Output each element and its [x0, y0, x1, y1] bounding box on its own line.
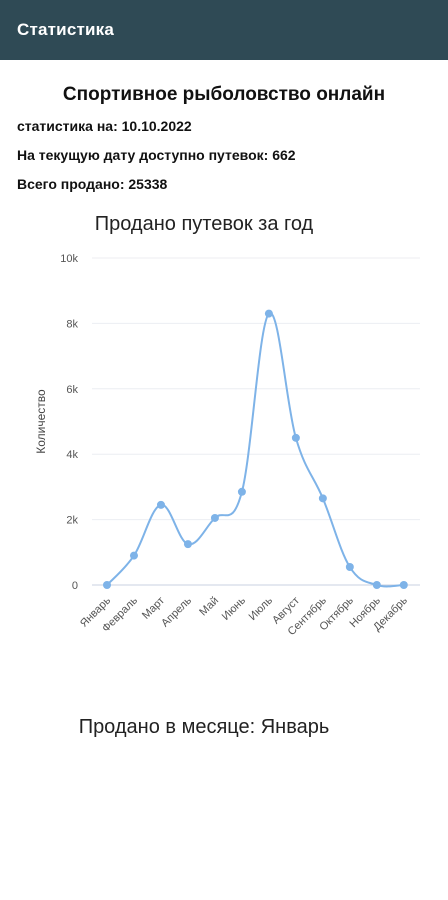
- data-point: [318, 494, 327, 503]
- data-point: [264, 309, 273, 318]
- available-vouchers: На текущую дату доступно путевок: 662: [17, 147, 296, 163]
- y-tick-label: 2k: [66, 515, 78, 527]
- y-tick-label: 4k: [66, 449, 78, 461]
- data-point: [372, 581, 381, 589]
- stats-date: статистика на: 10.10.2022: [17, 118, 192, 134]
- data-point: [399, 581, 408, 589]
- y-tick-label: 8k: [66, 318, 78, 330]
- app-bar: Статистика: [0, 0, 448, 60]
- x-tick-label: Май: [197, 595, 221, 619]
- data-point: [345, 563, 354, 572]
- total-sold: Всего продано: 25338: [17, 176, 168, 192]
- chart-title: Продано путевок за год: [94, 213, 314, 235]
- month-chart-title: Продано в месяце: Январь: [78, 716, 330, 738]
- data-point: [183, 540, 192, 549]
- x-tick-label: Июнь: [220, 594, 248, 622]
- data-point: [156, 500, 165, 509]
- y-tick-label: 0: [72, 580, 78, 592]
- app-bar-title: Статистика: [17, 20, 115, 39]
- data-point: [210, 513, 219, 522]
- data-point: [291, 433, 300, 442]
- series-line: [106, 312, 404, 588]
- y-tick-label: 10k: [60, 253, 78, 265]
- data-point: [103, 581, 111, 589]
- page-title: Спортивное рыболовство онлайн: [62, 84, 386, 105]
- data-point: [129, 551, 138, 560]
- data-point: [237, 487, 246, 496]
- x-tick-label: Апрель: [159, 594, 194, 629]
- y-tick-label: 6k: [66, 384, 78, 396]
- y-axis-label: Количество: [34, 389, 48, 454]
